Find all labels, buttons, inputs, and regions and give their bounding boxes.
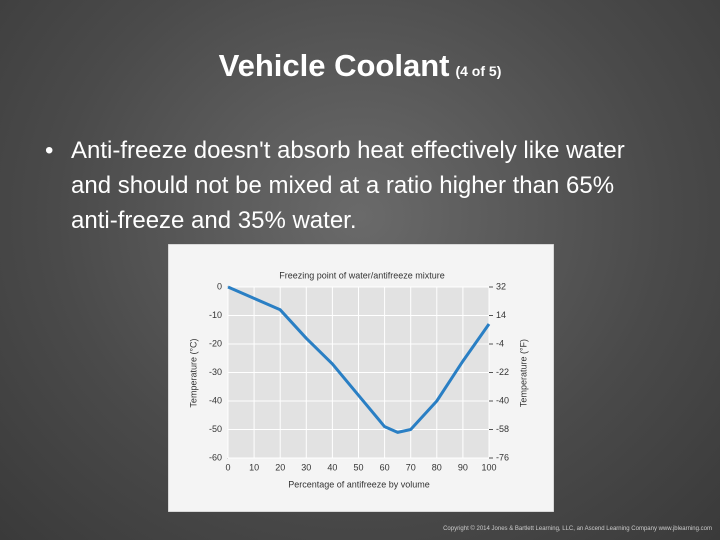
x-axis-label: Percentage of antifreeze by volume xyxy=(288,479,430,489)
y2-tick-label: -58 xyxy=(496,424,509,434)
x-tick-label: 10 xyxy=(249,462,259,472)
y-tick-label: -40 xyxy=(209,395,222,405)
y-tick-label: -50 xyxy=(209,424,222,434)
y-tick-label: -60 xyxy=(209,452,222,462)
x-tick-label: 80 xyxy=(432,462,442,472)
bullet-dot: • xyxy=(45,137,54,164)
x-tick-label: 30 xyxy=(301,462,311,472)
y-tick-label: -20 xyxy=(209,338,222,348)
x-tick-label: 90 xyxy=(458,462,468,472)
x-tick-label: 40 xyxy=(327,462,337,472)
x-tick-label: 70 xyxy=(406,462,416,472)
y2-tick-label: 14 xyxy=(496,310,506,320)
subtitle-text: (4 of 5) xyxy=(455,63,502,79)
y2-tick-label: -4 xyxy=(496,338,504,348)
bullet-text: Anti-freeze doesn't absorb heat effectiv… xyxy=(71,137,625,234)
y-axis-label: Temperature (°C) xyxy=(188,338,198,407)
y2-tick-label: -40 xyxy=(496,395,509,405)
y-tick-label: -30 xyxy=(209,367,222,377)
y2-axis-label: Temperature (°F) xyxy=(518,339,528,407)
y2-tick-label: -22 xyxy=(496,367,509,377)
y2-tick-label: -76 xyxy=(496,452,509,462)
y2-tick-label: 32 xyxy=(496,281,506,291)
x-tick-label: 0 xyxy=(225,462,230,472)
x-tick-label: 20 xyxy=(275,462,285,472)
x-tick-label: 100 xyxy=(481,462,496,472)
bullet: • Anti-freeze doesn't absorb heat effecti… xyxy=(45,133,665,238)
data-line xyxy=(227,285,491,434)
chart-title: Freezing point of water/antifreeze mixtu… xyxy=(279,270,445,280)
y-tick-label: 0 xyxy=(217,281,222,291)
chart: Freezing point of water/antifreeze mixtu… xyxy=(168,244,554,512)
copyright: Copyright © 2014 Jones & Bartlett Learni… xyxy=(443,526,712,532)
y-tick-label: -10 xyxy=(209,310,222,320)
x-tick-label: 60 xyxy=(380,462,390,472)
x-tick-label: 50 xyxy=(353,462,363,472)
slide-title: Vehicle Coolant (4 of 5) xyxy=(0,48,720,84)
title-text: Vehicle Coolant xyxy=(218,48,450,83)
